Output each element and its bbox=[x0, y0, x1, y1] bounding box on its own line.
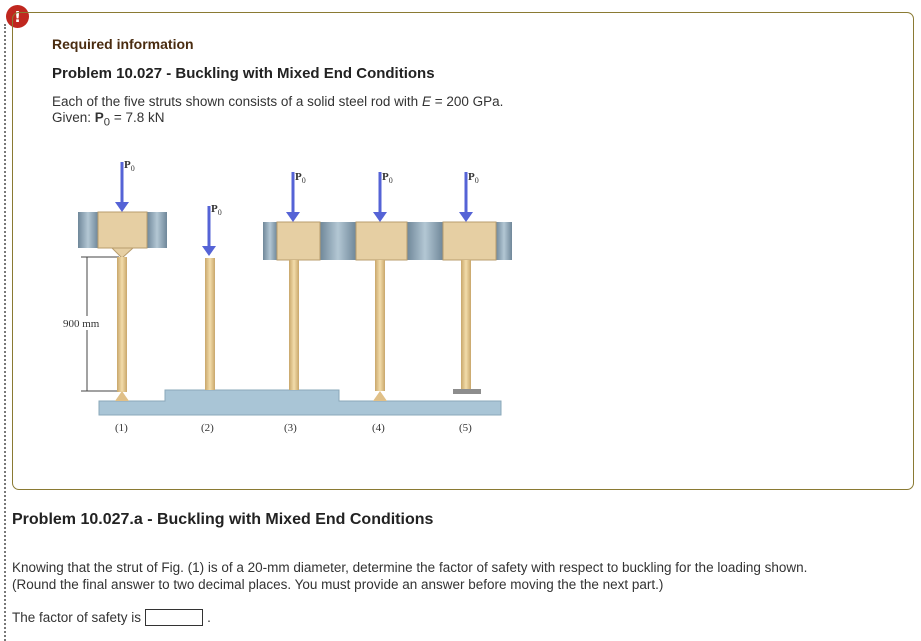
given-values: Given: P0 = 7.8 kN bbox=[52, 110, 165, 129]
strut-label-1: (1) bbox=[115, 422, 128, 434]
dimension-900mm: 900 mm bbox=[61, 256, 119, 392]
strut-5: P0 bbox=[442, 171, 497, 394]
dimension-label: 900 mm bbox=[63, 318, 100, 330]
strut-label-4: (4) bbox=[372, 422, 385, 434]
strut-2: P0 bbox=[202, 203, 222, 390]
svg-text:P0: P0 bbox=[382, 171, 393, 185]
svg-text:P0: P0 bbox=[295, 171, 306, 185]
answer-row: The factor of safety is . bbox=[12, 609, 211, 626]
svg-text:P0: P0 bbox=[211, 203, 222, 217]
left-dotted-rail bbox=[4, 24, 6, 641]
strut-label-3: (3) bbox=[284, 422, 297, 434]
part-a-title: Problem 10.027.a - Buckling with Mixed E… bbox=[12, 511, 434, 528]
answer-suffix: . bbox=[207, 610, 211, 625]
required-information-heading: Required information bbox=[52, 36, 194, 52]
strut-1: P0 bbox=[78, 159, 167, 401]
answer-label: The factor of safety is bbox=[12, 610, 142, 625]
strut-label-5: (5) bbox=[459, 422, 472, 434]
rounding-instructions: (Round the final answer to two decimal p… bbox=[12, 577, 664, 592]
required-info-card bbox=[12, 12, 914, 490]
problem-title: Problem 10.027 - Buckling with Mixed End… bbox=[52, 65, 435, 82]
ground-base bbox=[98, 389, 502, 416]
strut-labels: (1) (2) (3) (4) (5) bbox=[115, 422, 472, 434]
strut-label-2: (2) bbox=[201, 422, 214, 434]
factor-of-safety-input[interactable] bbox=[145, 609, 204, 626]
strut-4: P0 bbox=[355, 171, 408, 401]
question-text: Knowing that the strut of Fig. (1) is of… bbox=[12, 560, 808, 575]
strut-3: P0 bbox=[276, 171, 321, 390]
svg-text:P0: P0 bbox=[468, 171, 479, 185]
guide-wall-right bbox=[263, 222, 512, 260]
struts-figure: 900 mm P0 P0 P0 P0 bbox=[61, 159, 512, 434]
problem-description: Each of the five struts shown consists o… bbox=[52, 94, 504, 109]
svg-text:P0: P0 bbox=[124, 159, 135, 173]
